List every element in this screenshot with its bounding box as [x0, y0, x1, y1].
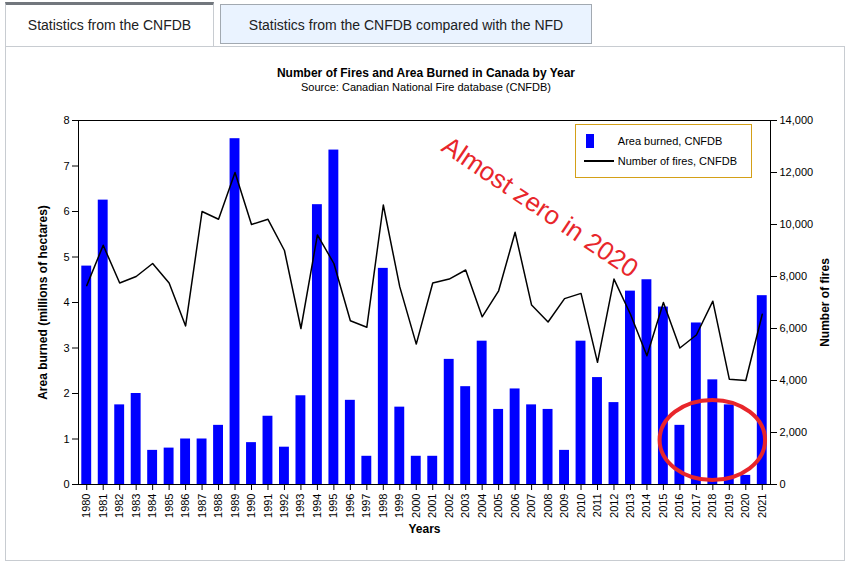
- svg-text:2011: 2011: [591, 494, 603, 518]
- svg-text:1980: 1980: [80, 494, 92, 518]
- svg-text:8: 8: [63, 114, 69, 126]
- html-text:Number of fires, CNFDB: Number of fires, CNFDB: [617, 155, 737, 167]
- svg-text:0: 0: [780, 478, 786, 490]
- svg-text:2012: 2012: [607, 494, 619, 518]
- svg-text:1983: 1983: [130, 494, 142, 518]
- svg-text:1984: 1984: [146, 494, 158, 518]
- svg-text:1990: 1990: [245, 494, 257, 518]
- svg-text:Area burned (millions of hecta: Area burned (millions of hectares): [36, 205, 50, 400]
- svg-text:2009: 2009: [558, 494, 570, 518]
- svg-text:6,000: 6,000: [780, 322, 808, 334]
- svg-text:1991: 1991: [261, 494, 273, 518]
- svg-text:1985: 1985: [163, 494, 175, 518]
- svg-text:2002: 2002: [443, 494, 455, 518]
- svg-text:2014: 2014: [640, 494, 652, 518]
- html-text:Statistics from the CNFDB comp: Statistics from the CNFDB compared with …: [248, 17, 564, 33]
- html-text:Number of Fires and Area Burne: Number of Fires and Area Burned in Canad…: [277, 66, 575, 80]
- svg-text:1987: 1987: [196, 494, 208, 518]
- svg-text:1981: 1981: [97, 494, 109, 518]
- svg-text:2000: 2000: [410, 494, 422, 518]
- svg-text:Almost zero in 2020: Almost zero in 2020: [437, 130, 644, 283]
- svg-text:Number of fires: Number of fires: [818, 258, 832, 347]
- svg-text:12,000: 12,000: [780, 166, 814, 178]
- svg-text:4,000: 4,000: [780, 374, 808, 386]
- svg-text:1989: 1989: [229, 494, 241, 518]
- svg-text:2005: 2005: [492, 494, 504, 518]
- html-text:Area burned, CNFDB: Area burned, CNFDB: [617, 135, 723, 147]
- svg-text:1995: 1995: [327, 494, 339, 518]
- svg-text:2006: 2006: [509, 494, 521, 518]
- svg-text:1986: 1986: [179, 494, 191, 518]
- svg-text:14,000: 14,000: [780, 114, 814, 126]
- svg-text:1996: 1996: [344, 494, 356, 518]
- html-text:Source: Canadian National Fire: Source: Canadian National Fire database …: [301, 81, 551, 93]
- svg-text:5: 5: [63, 251, 69, 263]
- svg-text:2008: 2008: [542, 494, 554, 518]
- svg-text:2: 2: [63, 387, 69, 399]
- svg-text:1999: 1999: [393, 494, 405, 518]
- svg-text:2019: 2019: [723, 494, 735, 518]
- svg-text:1: 1: [63, 433, 69, 445]
- svg-text:1997: 1997: [360, 494, 372, 518]
- svg-text:1993: 1993: [294, 494, 306, 518]
- svg-text:1998: 1998: [377, 494, 389, 518]
- svg-text:2004: 2004: [476, 494, 488, 518]
- svg-text:4: 4: [63, 296, 69, 308]
- svg-text:2010: 2010: [575, 494, 587, 518]
- svg-text:2016: 2016: [673, 494, 685, 518]
- svg-text:1982: 1982: [113, 494, 125, 518]
- svg-text:2015: 2015: [657, 494, 669, 518]
- svg-text:2013: 2013: [624, 494, 636, 518]
- svg-text:2021: 2021: [756, 494, 768, 518]
- svg-text:2007: 2007: [525, 494, 537, 518]
- svg-text:2003: 2003: [459, 494, 471, 518]
- svg-text:2017: 2017: [690, 494, 702, 518]
- svg-text:7: 7: [63, 160, 69, 172]
- svg-text:3: 3: [63, 342, 69, 354]
- svg-text:2018: 2018: [706, 494, 718, 518]
- svg-text:8,000: 8,000: [780, 270, 808, 282]
- html-text:Statistics from the CNFDB: Statistics from the CNFDB: [27, 17, 192, 33]
- svg-text:Years: Years: [408, 522, 440, 536]
- svg-text:0: 0: [63, 478, 69, 490]
- svg-text:2020: 2020: [739, 494, 751, 518]
- svg-text:1994: 1994: [311, 494, 323, 518]
- svg-text:2,000: 2,000: [780, 426, 808, 438]
- svg-text:2001: 2001: [426, 494, 438, 518]
- svg-text:1988: 1988: [212, 494, 224, 518]
- svg-text:1992: 1992: [278, 494, 290, 518]
- svg-text:10,000: 10,000: [780, 218, 814, 230]
- svg-text:6: 6: [63, 205, 69, 217]
